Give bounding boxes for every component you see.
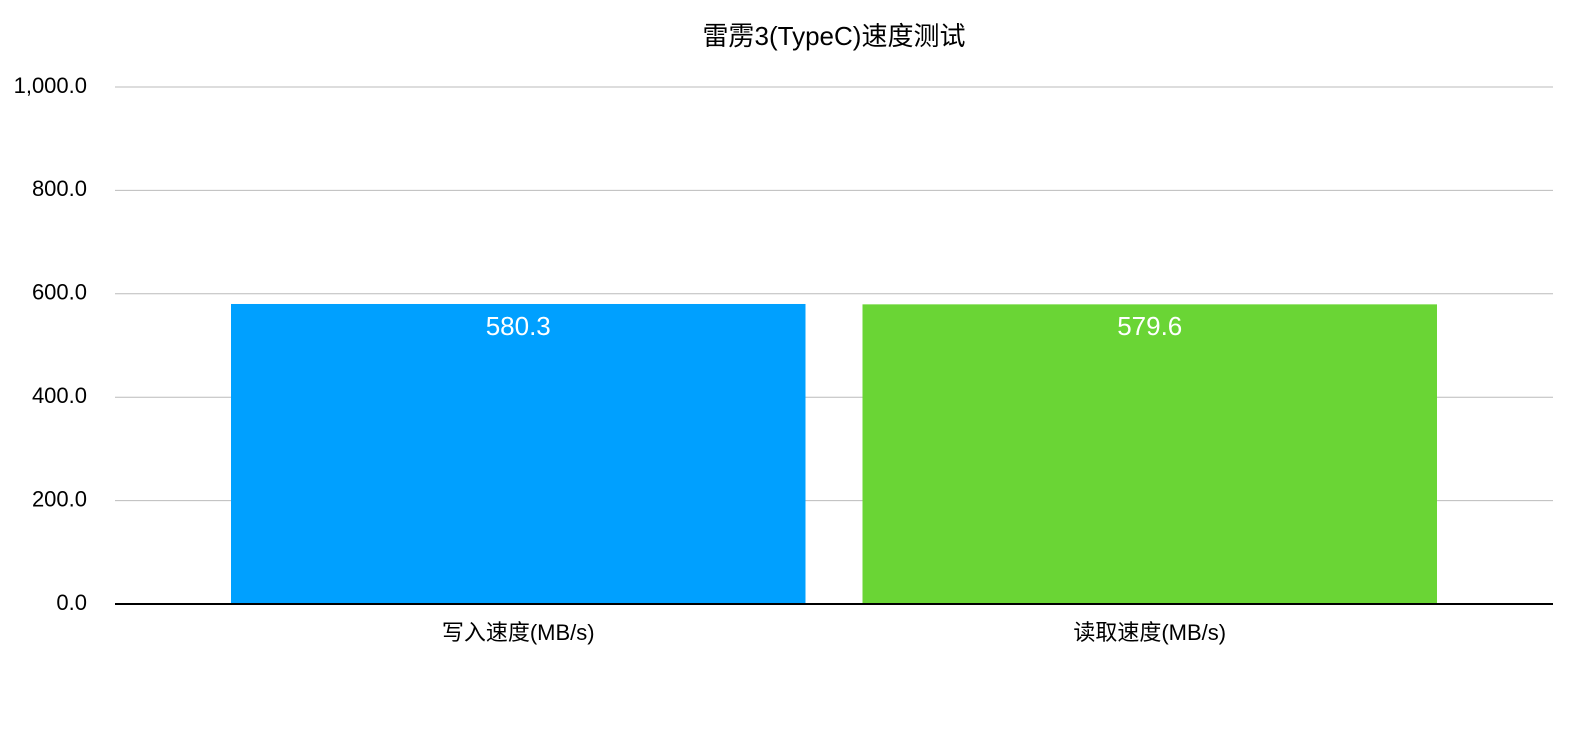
x-tick-label: 写入速度(MB/s) <box>442 620 595 645</box>
y-tick-label: 200.0 <box>32 486 87 511</box>
y-tick-label: 400.0 <box>32 383 87 408</box>
y-tick-label: 0.0 <box>56 590 87 615</box>
y-tick-label: 1,000.0 <box>14 73 87 98</box>
bar <box>862 304 1437 604</box>
data-label: 579.6 <box>1117 311 1182 341</box>
bar <box>231 303 806 604</box>
y-tick-label: 800.0 <box>32 176 87 201</box>
chart-title: 雷雳3(TypeC)速度测试 <box>703 21 966 51</box>
y-tick-label: 600.0 <box>32 280 87 305</box>
x-tick-label: 读取速度(MB/s) <box>1073 620 1226 645</box>
data-label: 580.3 <box>486 311 551 341</box>
